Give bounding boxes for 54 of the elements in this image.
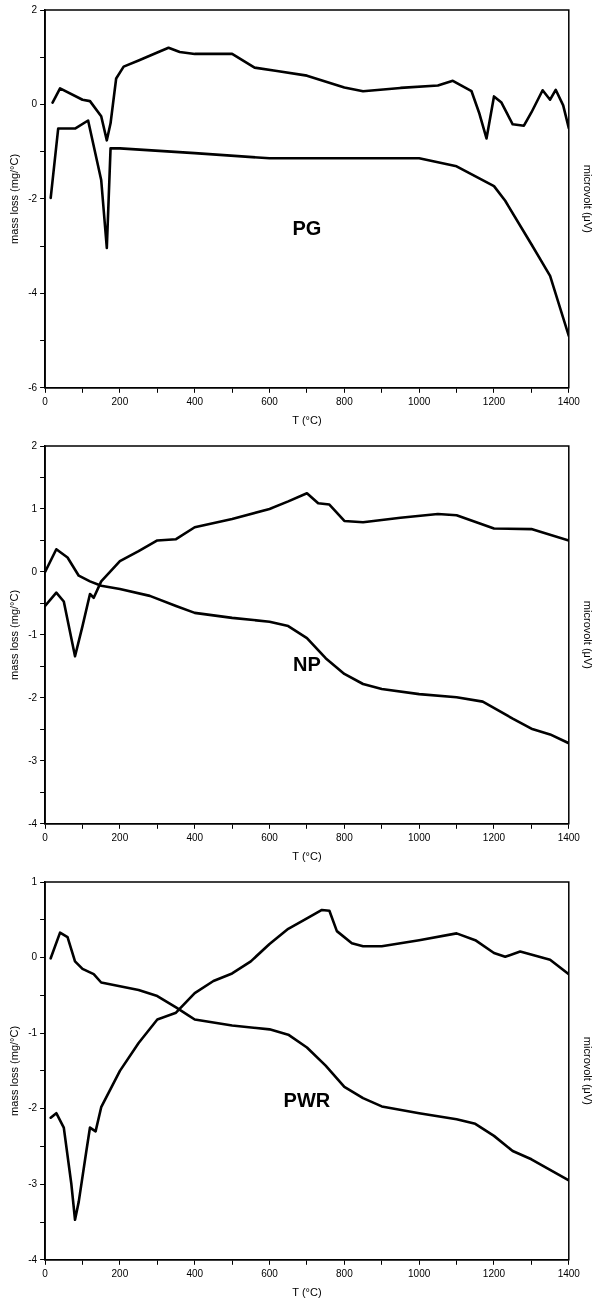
y-tick-label: -2 (28, 691, 38, 703)
y-tick-label: -3 (28, 1177, 38, 1189)
x-tick-label: 0 (42, 831, 49, 843)
x-tick-label: 1200 (482, 395, 506, 407)
y2-axis-title: microvolt (μV) (582, 1036, 595, 1105)
x-axis-title: T (°C) (292, 1286, 322, 1299)
x-tick-label: 200 (111, 1267, 129, 1279)
x-tick-label: 400 (186, 831, 204, 843)
x-axis-title: T (°C) (292, 414, 322, 427)
y-tick-label: 1 (31, 502, 38, 514)
y-tick-label: -1 (28, 1026, 38, 1038)
x-axis-title: T (°C) (292, 850, 322, 863)
y-tick-label: -3 (28, 754, 38, 766)
x-tick-label: 1000 (408, 831, 431, 843)
x-tick-label: 1400 (557, 831, 581, 843)
y2-axis-title: microvolt (μV) (582, 600, 595, 669)
x-tick-label: 1000 (408, 1267, 431, 1279)
y-tick-label: 2 (31, 439, 38, 451)
x-tick-label: 400 (186, 395, 204, 407)
x-tick-label: 400 (186, 1267, 204, 1279)
annotation: PWR (283, 1088, 331, 1111)
x-tick-label: 600 (261, 1267, 279, 1279)
y-tick-label: -6 (28, 381, 38, 393)
x-tick-label: 800 (336, 395, 354, 407)
y-axis-title: mass loss (mg/°C) (7, 1025, 20, 1116)
y-axis-title: mass loss (mg/°C) (7, 153, 20, 244)
y-tick-label: 2 (31, 3, 38, 15)
x-tick-label: 200 (111, 831, 129, 843)
y-tick-label: -2 (28, 192, 38, 204)
x-tick-label: 1200 (482, 1267, 506, 1279)
x-tick-label: 800 (336, 1267, 354, 1279)
y-tick-label: 0 (31, 951, 38, 963)
y-tick-label: -1 (28, 628, 38, 640)
y-tick-label: -4 (28, 1253, 38, 1265)
y-tick-label: 0 (31, 98, 38, 110)
x-tick-label: 0 (42, 1267, 49, 1279)
y-tick-label: -2 (28, 1102, 38, 1114)
annotation: NP (293, 652, 321, 675)
annotation: PG (292, 216, 322, 239)
x-tick-label: 1200 (482, 831, 506, 843)
y-axis-title: mass loss (mg/°C) (7, 589, 20, 680)
x-tick-label: 800 (336, 831, 354, 843)
y2-axis-title: microvolt (μV) (582, 164, 595, 233)
x-tick-label: 1400 (557, 395, 581, 407)
x-tick-label: 1000 (408, 395, 431, 407)
y-tick-label: 1 (31, 875, 38, 887)
x-tick-label: 200 (111, 395, 129, 407)
x-tick-label: 600 (261, 395, 279, 407)
x-tick-label: 600 (261, 831, 279, 843)
x-tick-label: 0 (42, 395, 49, 407)
x-tick-label: 1400 (557, 1267, 581, 1279)
y-tick-label: 0 (31, 565, 38, 577)
y-tick-label: -4 (28, 817, 38, 829)
y-tick-label: -4 (28, 287, 38, 299)
